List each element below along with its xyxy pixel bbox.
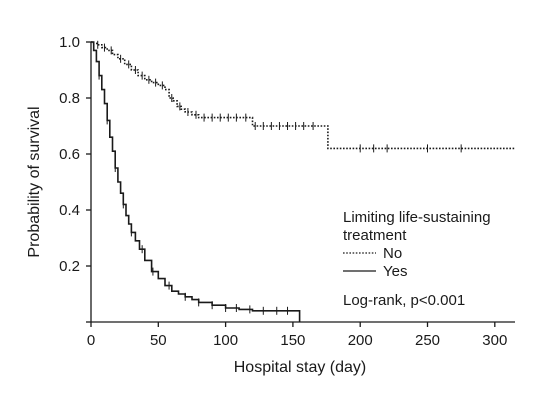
legend-title-line1: Limiting life-sustaining	[343, 209, 491, 226]
legend-label-yes: Yes	[383, 263, 407, 280]
log-rank-annotation: Log-rank, p<0.001	[343, 292, 465, 309]
x-tick-label: 250	[415, 332, 440, 349]
series-line-yes	[91, 41, 301, 322]
series-line-no	[91, 41, 515, 150]
y-axis-title: Probability of survival	[26, 106, 43, 257]
y-ticks: 0.2 0.4 0.6 0.8 1.0	[59, 34, 91, 323]
legend-label-no: No	[383, 245, 402, 262]
x-tick-label: 300	[482, 332, 507, 349]
legend: Limiting life-sustaining treatment No Ye…	[343, 209, 491, 280]
x-tick-label: 100	[213, 332, 238, 349]
x-ticks: 0 50 100 150 200 250 300	[87, 322, 507, 349]
y-tick-label: 0.8	[59, 90, 80, 107]
axes	[90, 42, 515, 323]
y-tick-label: 0.4	[59, 202, 80, 219]
x-axis-title: Hospital stay (day)	[234, 359, 367, 376]
survival-curves	[91, 40, 515, 322]
legend-title-line2: treatment	[343, 227, 407, 244]
y-tick-label: 0.6	[59, 146, 80, 163]
x-tick-label: 150	[280, 332, 305, 349]
y-tick-label: 0.2	[59, 258, 80, 275]
y-tick-label: 1.0	[59, 34, 80, 51]
x-tick-label: 0	[87, 332, 95, 349]
x-tick-label: 50	[150, 332, 167, 349]
x-tick-label: 200	[348, 332, 373, 349]
